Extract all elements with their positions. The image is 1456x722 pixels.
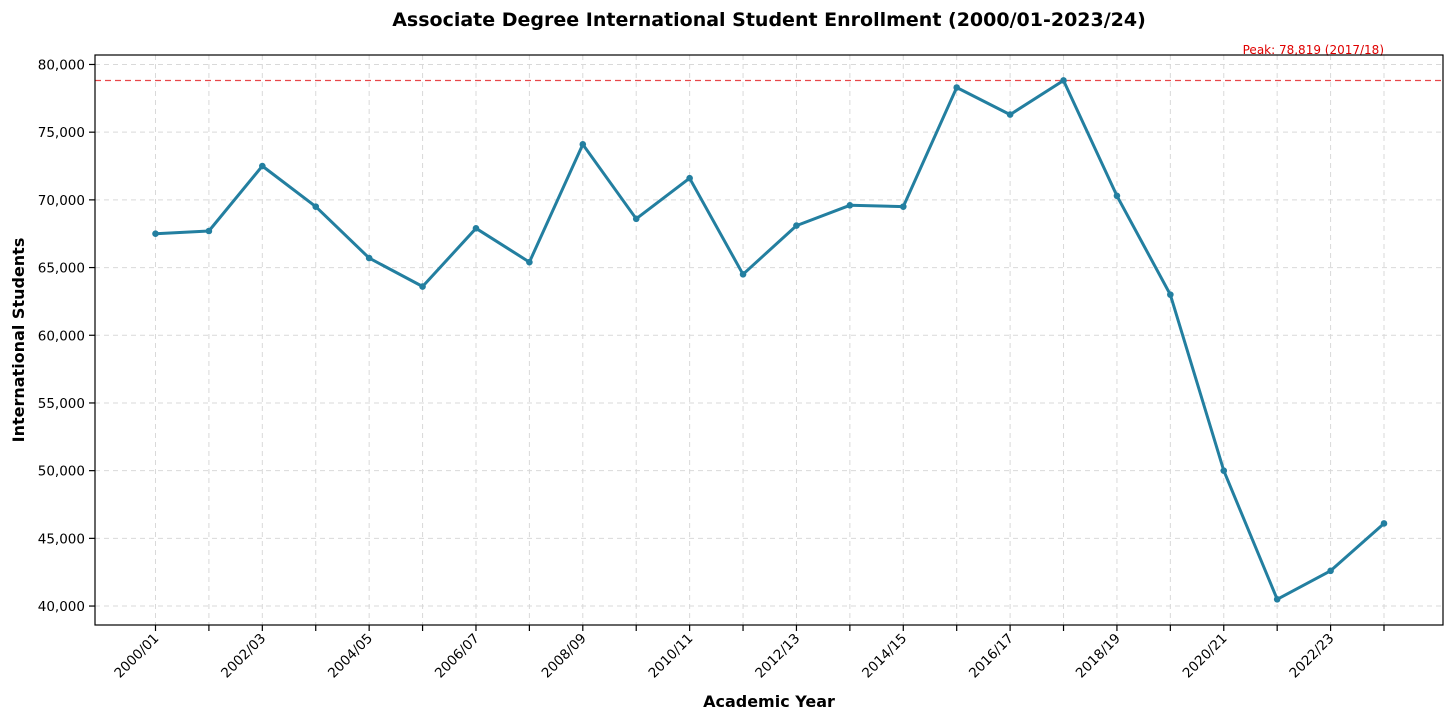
data-point [259, 162, 266, 170]
y-tick-label: 80,000 [38, 57, 85, 73]
data-point [312, 203, 320, 210]
data-point [419, 283, 426, 290]
plot-frame [94, 54, 1444, 626]
y-tick-label: 65,000 [38, 261, 85, 277]
data-point [739, 271, 747, 278]
x-tick-label: 2008/09 [539, 631, 590, 682]
data-point [846, 201, 854, 209]
x-tick-label: 2010/11 [645, 631, 696, 682]
y-tick-label: 60,000 [38, 328, 85, 344]
y-tick-label: 55,000 [38, 396, 85, 412]
x-tick-label: 2012/13 [752, 631, 803, 682]
data-point [1060, 77, 1067, 84]
x-tick-label: 2000/01 [111, 631, 162, 682]
x-tick-label: 2022/23 [1286, 631, 1337, 682]
data-point [953, 84, 960, 91]
grid-layer [95, 55, 1443, 625]
data-point [472, 225, 480, 232]
data-point [1167, 291, 1174, 298]
x-axis: 2000/01 2002/03 2004/05 2006/07 2008/09 2010/… [111, 625, 1385, 682]
peak-annotation: Peak: 78,819 (2017/18) [1243, 43, 1384, 57]
data-point [686, 174, 693, 182]
series-layer [152, 77, 1388, 603]
data-point [1113, 192, 1121, 200]
data-point [1380, 520, 1388, 527]
x-axis-label: Academic Year [703, 692, 835, 711]
y-tick-label: 40,000 [38, 599, 85, 615]
data-point [526, 258, 533, 266]
data-point [579, 141, 587, 148]
data-point [1006, 111, 1014, 118]
data-point [152, 230, 159, 238]
data-point [632, 215, 640, 223]
x-tick-label: 2020/21 [1180, 631, 1231, 682]
y-axis: 40,000 45,000 50,000 55,000 60,000 65,000 70,0… [38, 57, 95, 615]
x-tick-label: 2014/15 [859, 631, 910, 682]
x-tick-label: 2018/19 [1073, 631, 1124, 682]
series-line [154, 79, 1386, 601]
y-tick-label: 70,000 [38, 193, 85, 209]
x-tick-label: 2016/17 [966, 631, 1017, 682]
x-tick-label: 2004/05 [325, 631, 376, 682]
peak-layer: Peak: 78,819 (2017/18) [95, 43, 1443, 82]
data-point [205, 227, 213, 235]
y-axis-label: International Students [9, 238, 28, 443]
data-point [365, 254, 373, 262]
data-point [793, 222, 800, 229]
y-tick-label: 50,000 [38, 464, 85, 480]
data-point [899, 203, 907, 210]
data-point [1273, 595, 1281, 603]
x-tick-label: 2002/03 [218, 631, 269, 682]
data-point [1220, 467, 1228, 474]
data-point [1327, 567, 1334, 575]
y-tick-label: 45,000 [38, 531, 85, 547]
x-tick-label: 2006/07 [432, 631, 483, 682]
y-tick-label: 75,000 [38, 125, 85, 141]
chart-title: Associate Degree International Student E… [392, 9, 1146, 31]
